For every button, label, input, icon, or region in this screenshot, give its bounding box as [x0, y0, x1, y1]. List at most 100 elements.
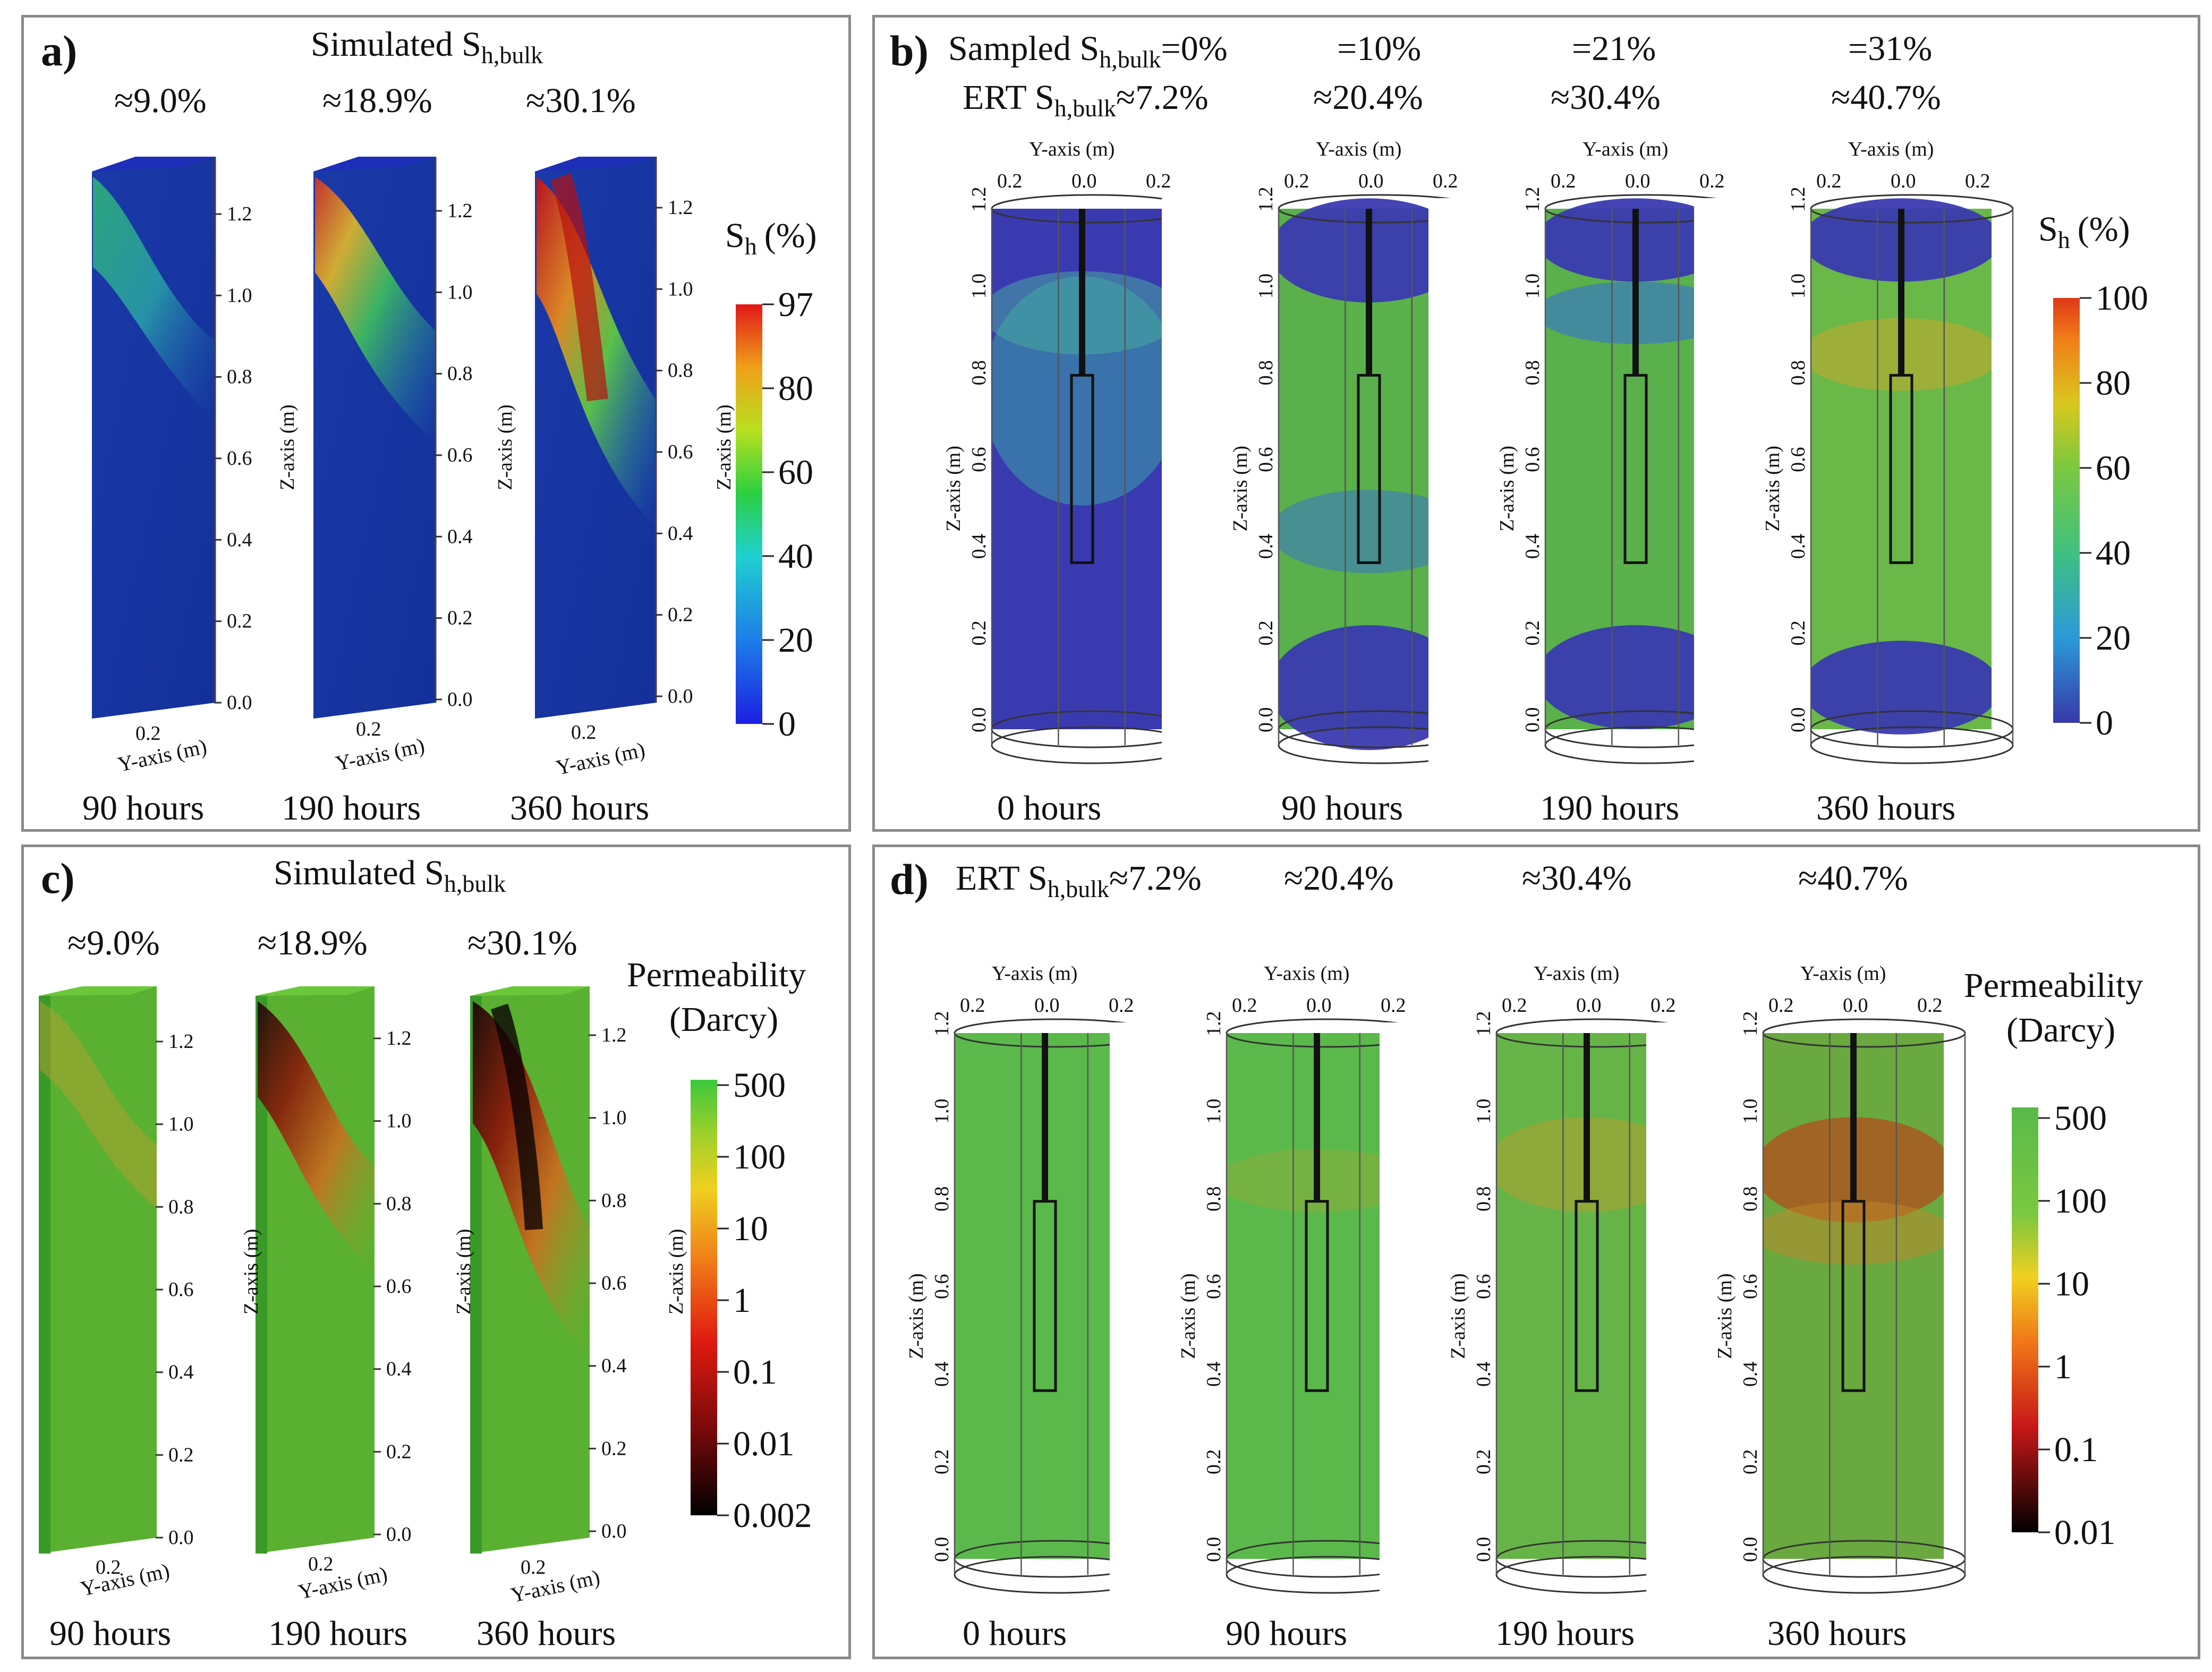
ert-mask — [875, 198, 992, 825]
ert-z-tick: 0.6 — [1521, 447, 1544, 473]
ert-z-tick: 1.2 — [1473, 1011, 1495, 1037]
ert-z-tick: 1.0 — [1255, 274, 1277, 299]
z-tick-label: 0.4 — [447, 525, 473, 548]
ert-probe-body — [1033, 1200, 1057, 1392]
panel-d-ert-label: ERT Sh,bulk≈7.2% — [956, 859, 1202, 902]
ert-z-tick: 0.4 — [1787, 534, 1809, 559]
panel-a-colorbar — [736, 304, 762, 724]
ert-cylinder-4: Y-axis (m) 0.2 0.0 0.2 Z-axis (m) 0.0 0.2 0.4 0.… — [1646, 962, 2050, 1654]
colorbar-tick-label: 0.1 — [2054, 1430, 2098, 1469]
panel-d-figure: d) ERT Sh,bulk≈7.2% ≈20.4% ≈30.4% ≈40.7%… — [838, 855, 2143, 1654]
ert-z-tick: 0.8 — [1739, 1187, 1762, 1212]
colorbar-tick-label: 10 — [2054, 1265, 2089, 1303]
colorbar-tick-label: 80 — [778, 369, 813, 408]
colorbar-tick-label: 0 — [778, 705, 796, 744]
panel-c-z-label-1: Z-axis (m) — [240, 1229, 262, 1315]
panel-d-cylinders: Y-axis (m) 0.2 0.0 0.2 Z-axis (m) 0.0 0.2 0.4 0.… — [838, 962, 2050, 1654]
panel-c-column-2 — [256, 986, 375, 1554]
colorbar-tick-label: 10 — [733, 1209, 768, 1248]
colorbar-tick-label: 97 — [778, 285, 813, 324]
z-tick-label: 0.0 — [601, 1520, 627, 1542]
ert-z-tick: 1.0 — [1521, 274, 1544, 299]
ert-y-tick: 0.2 — [1232, 994, 1257, 1017]
panel-a-y-label-3: Y-axis (m) — [554, 737, 648, 779]
ert-y-tick: 0.2 — [1965, 170, 1990, 192]
panel-a-column-2 — [313, 157, 437, 719]
ert-z-tick: 0.6 — [931, 1274, 953, 1300]
ert-band — [1270, 490, 1468, 573]
ert-mask — [1992, 198, 2098, 825]
panel-a-time-1: 90 hours — [82, 789, 204, 828]
ert-probe-body — [1841, 1200, 1866, 1392]
panel-c-time-3: 360 hours — [477, 1614, 616, 1653]
panel-b-ert-4: ≈40.7% — [1831, 78, 1941, 117]
z-tick-label: 0.8 — [668, 360, 693, 382]
ert-z-tick: 1.2 — [1521, 187, 1544, 212]
ert-z-tick: 1.2 — [1203, 1011, 1225, 1037]
ert-z-tick: 0.6 — [1255, 447, 1277, 473]
colorbar-tick-label: 100 — [733, 1138, 786, 1176]
colorbar-tick-label: 1 — [2054, 1347, 2072, 1386]
ert-z-tick: 1.2 — [931, 1011, 953, 1037]
ert-z-tick: 1.2 — [1739, 1011, 1762, 1037]
z-tick-label: 1.0 — [227, 284, 252, 306]
panel-d-ert-2: ≈20.4% — [1284, 859, 1394, 898]
z-tick-label: 0.8 — [601, 1189, 627, 1212]
panel-b-sampled-label: Sampled Sh,bulk=0% — [948, 29, 1228, 73]
ert-z-tick: 0.0 — [1787, 707, 1809, 733]
z-tick-label: 0.6 — [168, 1278, 194, 1301]
z-tick-label: 0.0 — [227, 692, 252, 714]
panel-c-z-label-2: Z-axis (m) — [453, 1229, 475, 1315]
z-tick-label: 0.2 — [227, 610, 252, 633]
z-tick-label: 0.4 — [386, 1358, 412, 1380]
ert-probe-rod — [1850, 1033, 1857, 1201]
ert-y-tick: 0.2 — [1551, 170, 1576, 192]
ert-probe-rod — [1632, 209, 1639, 376]
ert-z-tick: 1.0 — [1473, 1099, 1495, 1124]
panel-b-time-1: 0 hours — [997, 789, 1101, 828]
panel-d-colorbar-title-2: (Darcy) — [2006, 1011, 2115, 1050]
ert-z-tick: 0.2 — [1203, 1449, 1225, 1475]
z-tick-label: 0.6 — [386, 1275, 412, 1298]
ert-band — [1802, 641, 2001, 735]
ert-z-tick: 0.4 — [1739, 1362, 1762, 1387]
ert-z-tick: 0.8 — [1521, 360, 1544, 386]
ert-z-axis-label: Z-axis (m) — [1177, 1273, 1199, 1359]
ert-z-tick: 0.2 — [931, 1449, 953, 1475]
ert-z-tick: 1.0 — [1739, 1099, 1762, 1124]
panel-b: b) Sampled Sh,bulk=0% =10% =21% =31% ERT… — [872, 15, 2200, 832]
z-tick-label: 0.0 — [386, 1523, 412, 1546]
ert-y-tick: 0.0 — [1306, 994, 1332, 1017]
ert-y-tick: 0.2 — [1433, 170, 1458, 192]
ert-z-tick: 0.4 — [968, 534, 990, 559]
panel-c-sat-2: ≈18.9% — [258, 924, 368, 962]
colorbar-tick-label: 500 — [2054, 1099, 2107, 1138]
colorbar-tick-label: 100 — [2054, 1182, 2107, 1221]
z-tick-label: 0.4 — [168, 1361, 194, 1384]
ert-y-tick: 0.2 — [1502, 994, 1527, 1017]
panel-c-z-label-3: Z-axis (m) — [665, 1229, 687, 1315]
panel-c: c) Simulated Sh,bulk ≈9.0% ≈18.9% ≈30.1%… — [21, 844, 851, 1659]
z-tick-label: 0.4 — [668, 522, 693, 544]
ert-z-axis-label: Z-axis (m) — [1447, 1273, 1469, 1359]
colorbar-tick-label: 1 — [733, 1281, 751, 1320]
z-tick-label: 0.2 — [601, 1437, 627, 1460]
ert-probe-rod — [1366, 209, 1372, 376]
panel-b-time-2: 90 hours — [1281, 789, 1403, 828]
ert-mask — [1694, 198, 1811, 825]
ert-z-tick: 0.2 — [1739, 1449, 1762, 1475]
ert-probe-rod — [1314, 1033, 1320, 1201]
ert-z-axis-label: Z-axis (m) — [1714, 1273, 1736, 1359]
panel-b-ert-label: ERT Sh,bulk≈7.2% — [963, 78, 1209, 122]
panel-b-colorbar — [2053, 298, 2080, 723]
ert-y-tick: 0.0 — [1843, 994, 1868, 1017]
panel-c-y-tick-3: 0.2 — [521, 1556, 546, 1579]
panel-d-time-1: 0 hours — [963, 1614, 1067, 1653]
ert-probe-rod — [1042, 1033, 1048, 1201]
panel-c-figure: c) Simulated Sh,bulk ≈9.0% ≈18.9% ≈30.1%… — [39, 854, 812, 1653]
panel-b-sampled-4: =31% — [1848, 29, 1932, 68]
panel-b-letter: b) — [890, 27, 929, 75]
ert-z-axis-label: Z-axis (m) — [942, 446, 965, 531]
ert-y-tick: 0.0 — [1034, 994, 1060, 1017]
colorbar-tick-label: 0.1 — [733, 1353, 777, 1392]
